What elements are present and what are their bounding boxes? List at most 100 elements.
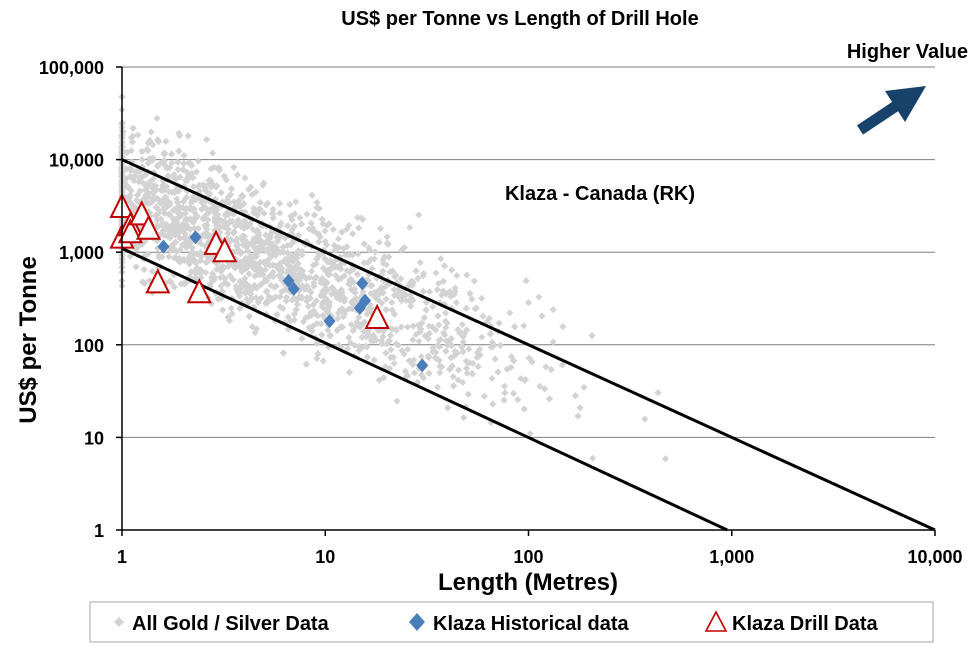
- cloud-point: [442, 309, 450, 317]
- cloud-point: [355, 342, 363, 350]
- cloud-point: [269, 214, 277, 222]
- cloud-point: [247, 183, 255, 191]
- cloud-point: [414, 274, 422, 282]
- cloud-point: [439, 277, 447, 285]
- cloud-point: [320, 289, 328, 297]
- cloud-point: [262, 288, 270, 296]
- cloud-point: [165, 230, 173, 238]
- cloud-point: [259, 181, 267, 189]
- cloud-point: [215, 163, 223, 171]
- cloud-point: [135, 174, 143, 182]
- cloud-point: [501, 382, 509, 390]
- cloud-point: [489, 400, 497, 408]
- cloud-point: [268, 210, 276, 218]
- chart-title: US$ per Tonne vs Length of Drill Hole: [341, 8, 698, 30]
- cloud-point: [542, 363, 550, 371]
- cloud-point: [233, 260, 241, 268]
- cloud-point: [541, 385, 549, 393]
- cloud-point: [377, 337, 385, 345]
- cloud-point: [381, 253, 389, 261]
- cloud-point: [314, 312, 322, 320]
- cloud-point: [466, 359, 474, 367]
- cloud-point: [246, 290, 254, 298]
- cloud-point: [364, 259, 372, 267]
- cloud-point: [254, 206, 262, 214]
- cloud-point: [475, 352, 483, 360]
- cloud-point: [485, 314, 493, 322]
- cloud-point: [459, 379, 467, 387]
- cloud-point: [464, 390, 472, 398]
- cloud-point: [453, 272, 461, 280]
- cloud-point: [356, 323, 364, 331]
- cloud-point: [138, 148, 146, 156]
- cloud-point: [309, 322, 317, 330]
- cloud-point: [284, 261, 292, 269]
- cloud-point: [225, 199, 233, 207]
- cloud-point: [522, 277, 530, 285]
- cloud-point: [255, 270, 263, 278]
- cloud-point: [213, 225, 221, 233]
- axes: 1 10 100 1,000 10,000 1 10 100 1,000 10,000 100,00…: [39, 58, 963, 567]
- cloud-point: [189, 249, 197, 257]
- y-tick-label: 100,000: [39, 58, 104, 78]
- cloud-point: [339, 313, 347, 321]
- cloud-point: [134, 198, 142, 206]
- y-tick-label: 1: [94, 521, 104, 541]
- cloud-point: [172, 217, 180, 225]
- cloud-point: [495, 319, 503, 327]
- cloud-point: [276, 303, 284, 311]
- x-tick-label: 100: [513, 547, 543, 567]
- cloud-point: [239, 282, 247, 290]
- cloud-point: [234, 217, 242, 225]
- cloud-point: [317, 320, 325, 328]
- cloud-point: [224, 280, 232, 288]
- cloud-point: [318, 303, 326, 311]
- cloud-point: [388, 298, 396, 306]
- cloud-point: [291, 267, 299, 275]
- cloud-point: [378, 284, 386, 292]
- cloud-point: [250, 209, 258, 217]
- cloud-point: [384, 239, 392, 247]
- cloud-point: [174, 165, 182, 173]
- cloud-point: [139, 278, 147, 286]
- cloud-point: [145, 190, 153, 198]
- cloud-point: [421, 332, 429, 340]
- cloud-point: [202, 269, 210, 277]
- cloud-point: [221, 275, 229, 283]
- y-tick-label: 10,000: [49, 151, 104, 171]
- drill-point: [212, 236, 238, 263]
- cloud-point: [157, 186, 165, 194]
- cloud-point: [520, 405, 528, 413]
- cloud-point: [139, 180, 147, 188]
- cloud-point: [194, 224, 202, 232]
- cloud-point: [241, 174, 249, 182]
- cloud-point: [220, 223, 228, 231]
- x-tick-label: 1,000: [709, 547, 754, 567]
- cloud-point: [375, 376, 383, 384]
- cloud-point: [334, 315, 342, 323]
- cloud-point: [526, 430, 534, 438]
- x-tick-label: 1: [117, 547, 127, 567]
- cloud-point: [316, 233, 324, 241]
- cloud-point: [438, 363, 446, 371]
- cloud-point: [412, 267, 420, 275]
- cloud-point: [410, 356, 418, 364]
- cloud-point: [354, 250, 362, 258]
- cloud-point: [215, 216, 223, 224]
- cloud-point: [278, 264, 286, 272]
- cloud-point: [309, 301, 317, 309]
- cloud-point: [230, 229, 238, 237]
- cloud-point: [491, 355, 499, 363]
- cloud-point: [383, 233, 391, 241]
- cloud-point: [293, 300, 301, 308]
- cloud-point: [453, 349, 461, 357]
- cloud-point: [149, 141, 157, 149]
- cloud-point: [409, 361, 417, 369]
- cloud-point: [435, 321, 443, 329]
- cloud-point: [203, 136, 211, 144]
- cloud-point: [176, 173, 184, 181]
- cloud-point: [276, 200, 284, 208]
- cloud-point: [249, 252, 257, 260]
- cloud-point: [520, 322, 528, 330]
